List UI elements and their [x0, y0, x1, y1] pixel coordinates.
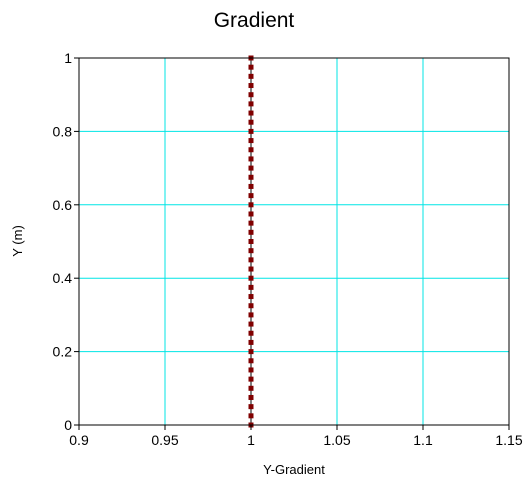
- data-point: [248, 385, 254, 391]
- data-point: [248, 294, 254, 300]
- data-point: [248, 413, 254, 419]
- plot-frame: [78, 57, 510, 426]
- axes: 0.9 0.95 1 1.05 1.1 1.15 0 0.2 0.4 0.6 0.8 1: [53, 50, 523, 448]
- x-tick-label: 1.1: [413, 432, 433, 448]
- grid: [78, 57, 510, 426]
- data-point: [248, 404, 254, 410]
- data-point: [248, 147, 254, 153]
- data-point: [248, 248, 254, 254]
- data-point: [248, 92, 254, 98]
- data-point: [248, 193, 254, 199]
- data-point: [248, 266, 254, 272]
- series-layer: [248, 55, 254, 428]
- data-point: [248, 110, 254, 116]
- data-point: [248, 156, 254, 162]
- data-point: [248, 312, 254, 318]
- data-point: [248, 376, 254, 382]
- x-tick-label: 1: [247, 432, 255, 448]
- x-tick-label: 1.15: [495, 432, 522, 448]
- x-axis-label: Y-Gradient: [263, 462, 325, 477]
- x-tick-label: 1.05: [323, 432, 350, 448]
- data-point: [248, 119, 254, 125]
- data-point: [248, 202, 254, 208]
- data-point: [248, 138, 254, 144]
- y-tick-label: 0.8: [53, 123, 73, 139]
- y-tick-label: 0.6: [53, 197, 73, 213]
- x-tick-label: 0.95: [151, 432, 178, 448]
- data-point: [248, 339, 254, 345]
- data-point: [248, 257, 254, 263]
- data-point: [248, 367, 254, 373]
- data-point: [248, 330, 254, 336]
- data-point: [248, 284, 254, 290]
- data-point: [248, 229, 254, 235]
- data-point: [248, 358, 254, 364]
- data-point: [248, 101, 254, 107]
- chart-title: Gradient: [214, 9, 295, 32]
- data-point: [248, 349, 254, 355]
- data-point: [248, 321, 254, 327]
- data-point: [248, 303, 254, 309]
- data-point: [248, 275, 254, 281]
- y-tick-label: 1: [64, 50, 72, 66]
- data-point: [248, 174, 254, 180]
- data-point: [248, 394, 254, 400]
- y-tick-label: 0: [64, 417, 72, 433]
- data-point: [248, 64, 254, 70]
- data-point: [248, 220, 254, 226]
- data-point: [248, 211, 254, 217]
- x-tick-label: 0.9: [69, 432, 89, 448]
- y-tick-label: 0.4: [53, 270, 73, 286]
- data-point: [248, 128, 254, 134]
- y-axis-label: Y (m): [10, 225, 25, 257]
- data-point: [248, 83, 254, 89]
- data-point: [248, 239, 254, 244]
- y-tick-label: 0.2: [53, 344, 73, 360]
- data-point: [248, 183, 254, 189]
- data-point: [248, 73, 254, 79]
- data-point: [248, 165, 254, 171]
